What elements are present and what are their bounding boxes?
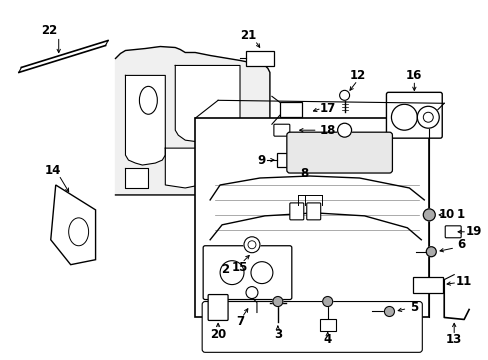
Circle shape [272,297,282,306]
Text: 13: 13 [445,333,461,346]
Text: 20: 20 [209,328,226,341]
FancyBboxPatch shape [386,92,441,138]
Text: 11: 11 [455,275,471,288]
FancyBboxPatch shape [208,294,227,320]
FancyBboxPatch shape [444,226,460,238]
Text: 12: 12 [349,69,365,82]
FancyBboxPatch shape [203,246,291,300]
Text: 15: 15 [231,261,248,274]
Circle shape [250,262,272,284]
Text: 5: 5 [409,301,418,314]
Circle shape [220,261,244,285]
FancyBboxPatch shape [202,302,422,352]
Polygon shape [51,185,95,265]
Text: 3: 3 [273,328,282,341]
Text: 21: 21 [240,29,256,42]
Text: 7: 7 [236,315,244,328]
Circle shape [337,123,351,137]
FancyBboxPatch shape [273,124,289,136]
FancyBboxPatch shape [319,319,335,332]
Circle shape [339,90,349,100]
Circle shape [322,297,332,306]
Circle shape [416,106,438,128]
FancyBboxPatch shape [279,102,301,117]
Circle shape [426,247,435,257]
Circle shape [390,104,416,130]
Text: 6: 6 [456,238,465,251]
Text: 8: 8 [300,167,308,180]
Text: 22: 22 [41,24,57,37]
Circle shape [423,209,434,221]
Text: 1: 1 [456,208,464,221]
Circle shape [244,237,260,253]
Polygon shape [125,168,148,188]
Ellipse shape [139,86,157,114]
Text: 10: 10 [438,208,454,221]
Text: 4: 4 [323,333,331,346]
FancyBboxPatch shape [306,203,320,220]
FancyBboxPatch shape [245,50,273,67]
Text: 2: 2 [221,263,229,276]
Text: 14: 14 [44,163,61,176]
FancyBboxPatch shape [286,132,392,173]
Polygon shape [175,66,240,142]
FancyBboxPatch shape [289,203,303,220]
Text: 19: 19 [465,225,481,238]
Text: 18: 18 [319,124,335,137]
Circle shape [384,306,394,316]
FancyBboxPatch shape [412,276,442,293]
FancyBboxPatch shape [276,153,292,167]
Text: 16: 16 [406,69,422,82]
Polygon shape [165,148,200,188]
Polygon shape [115,46,269,195]
Text: 17: 17 [319,102,335,115]
Polygon shape [125,75,165,165]
FancyBboxPatch shape [195,118,428,318]
Text: 9: 9 [257,154,265,167]
